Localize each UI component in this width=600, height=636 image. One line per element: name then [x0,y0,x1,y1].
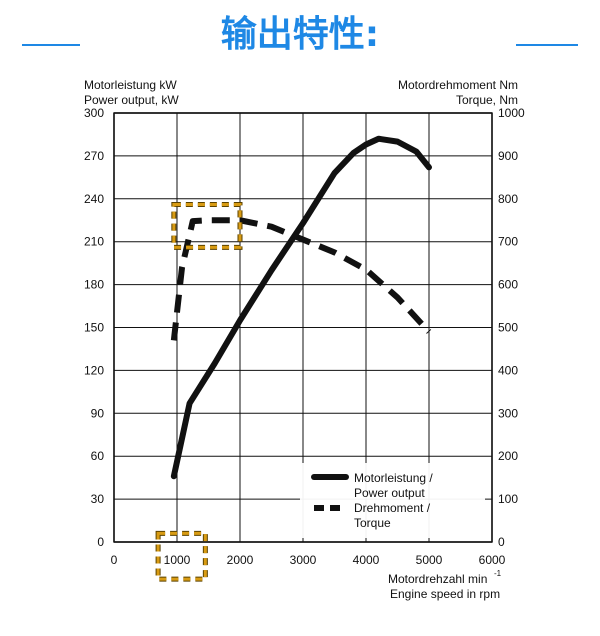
y-left-tick-label: 150 [84,321,104,335]
legend-power-label: Motorleistung / Power output [354,471,433,500]
y-right-axis-label-line-2: Torque, Nm [456,93,518,107]
y-left-tick-label: 30 [91,492,105,506]
highlight-layer [155,202,243,582]
y-right-tick-label: 800 [498,192,518,206]
y-left-tick-label: 60 [91,449,105,463]
y-left-tick-label: 180 [84,278,104,292]
y-left-tick-label: 210 [84,235,104,249]
legend-power-label-line-1: Motorleistung / [354,471,433,485]
legend-power-label-line-2: Power output [354,486,425,500]
y-right-tick-label: 900 [498,149,518,163]
x-tick-label: 6000 [479,553,506,567]
x-axis-label-superscript: -1 [494,569,502,578]
y-right-tick-label: 600 [498,278,518,292]
y-right-tick-label: 400 [498,363,518,377]
y-left-tick-label: 300 [84,106,104,120]
y-left-axis-label-line-2: Power output, kW [84,93,179,107]
power-series-line [170,135,432,480]
plot-frame [113,112,493,543]
y-right-tick-label: 100 [498,492,518,506]
x-axis-label-line-2: Engine speed in rpm [390,587,500,601]
series-layer [170,135,432,480]
y-right-axis-label-line-1: Motordrehmoment Nm [398,78,518,92]
x-tick-label: 0 [111,553,118,567]
y-right-tick-label: 300 [498,406,518,420]
y-left-tick-label: 90 [91,406,105,420]
chart-title: 输出特性: [221,14,379,55]
y-right-tick-label: 700 [498,235,518,249]
x-tick-label: 1000 [164,553,191,567]
y-right-tick-label: 1000 [498,106,525,120]
x-axis-label-line-1: Motordrehzahl min [388,572,487,586]
y-right-tick-label: 0 [498,535,505,549]
y-left-tick-label: 0 [97,535,104,549]
x-tick-label: 5000 [416,553,443,567]
x-tick-label: 4000 [353,553,380,567]
legend-torque-label-line-1: Drehmoment / [354,501,431,515]
x-tick-label: 2000 [227,553,254,567]
x-tick-label: 3000 [290,553,317,567]
legend-torque-label-line-2: Torque [354,516,391,530]
y-left-tick-label: 240 [84,192,104,206]
highlight-box-upper-accent [172,203,242,249]
y-right-tick-label: 500 [498,321,518,335]
y-right-tick-label: 200 [498,449,518,463]
y-left-tick-label: 120 [84,363,104,377]
y-left-tick-label: 270 [84,149,104,163]
legend-torque-label: Drehmoment / Torque [354,501,431,530]
y-left-axis-label-line-1: Motorleistung kW [84,78,177,92]
torque-series-line [170,217,432,341]
